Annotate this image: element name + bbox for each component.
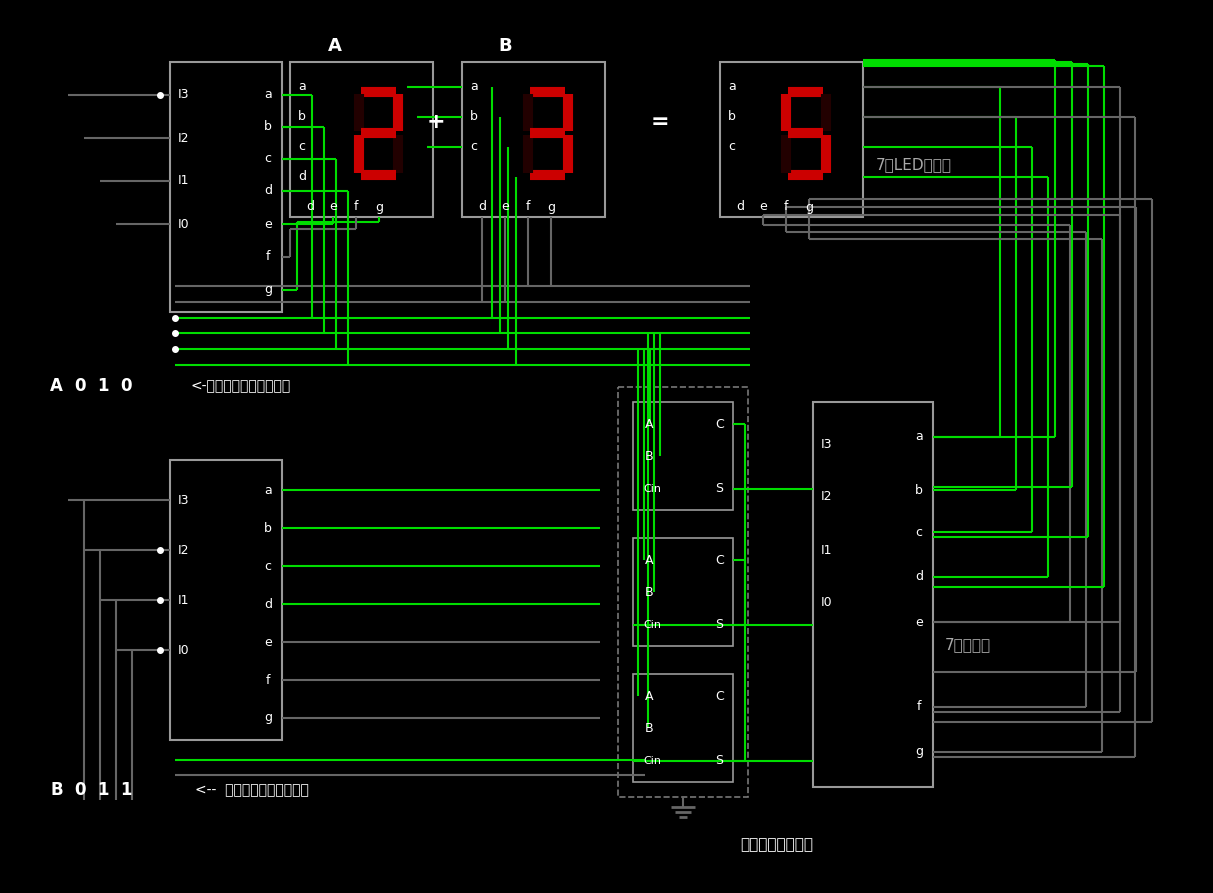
Text: e: e: [264, 636, 272, 648]
Text: I1: I1: [178, 174, 189, 188]
Text: S: S: [714, 482, 723, 496]
Text: 7段译码器: 7段译码器: [945, 638, 991, 653]
Text: Cin: Cin: [643, 484, 661, 494]
Text: d: d: [478, 201, 486, 213]
Text: g: g: [805, 201, 813, 213]
Text: g: g: [547, 201, 556, 213]
Text: C: C: [714, 689, 724, 703]
Text: 7段LED显示器: 7段LED显示器: [876, 157, 952, 172]
Text: b: b: [469, 111, 478, 123]
Text: a: a: [264, 88, 272, 102]
Text: Cin: Cin: [643, 756, 661, 766]
Bar: [633, 538, 733, 646]
Text: e: e: [329, 201, 337, 213]
Text: e: e: [501, 201, 509, 213]
Text: a: a: [915, 430, 923, 444]
Text: I3: I3: [178, 494, 189, 506]
Bar: [462, 62, 605, 217]
Text: B: B: [645, 722, 654, 735]
Text: b: b: [728, 111, 736, 123]
Text: I0: I0: [178, 644, 189, 656]
Bar: [170, 460, 281, 740]
Text: f: f: [525, 201, 530, 213]
Text: f: f: [354, 201, 358, 213]
Bar: [721, 62, 862, 217]
Text: S: S: [714, 755, 723, 767]
Text: g: g: [264, 712, 272, 724]
Text: d: d: [915, 571, 923, 583]
Text: 三位二进制加法器: 三位二进制加法器: [740, 838, 813, 853]
Text: <-单击数字改变开关状态: <-单击数字改变开关状态: [190, 379, 290, 393]
Text: I2: I2: [178, 544, 189, 556]
Text: c: c: [264, 560, 272, 572]
Text: I1: I1: [821, 544, 832, 556]
Text: d: d: [736, 201, 744, 213]
Text: A: A: [645, 689, 654, 703]
Text: g: g: [264, 283, 272, 296]
Text: d: d: [298, 171, 306, 183]
Text: Cin: Cin: [643, 620, 661, 630]
Text: c: c: [264, 153, 272, 165]
Text: a: a: [264, 483, 272, 497]
Text: c: c: [298, 140, 304, 154]
Text: f: f: [266, 251, 270, 263]
Text: +: +: [427, 112, 445, 132]
Text: I2: I2: [178, 131, 189, 145]
Text: b: b: [298, 111, 306, 123]
Text: C: C: [714, 418, 724, 430]
Text: C: C: [714, 554, 724, 566]
Text: A: A: [50, 377, 63, 395]
Text: f: f: [917, 700, 921, 714]
Text: 0  1  0: 0 1 0: [75, 377, 132, 395]
Text: g: g: [915, 746, 923, 758]
Bar: [290, 62, 433, 217]
Bar: [633, 402, 733, 510]
Text: f: f: [784, 201, 788, 213]
Bar: [813, 402, 933, 787]
Text: b: b: [915, 483, 923, 497]
Text: A: A: [328, 37, 342, 55]
Text: =: =: [650, 112, 670, 132]
Text: I1: I1: [178, 594, 189, 606]
Bar: [170, 62, 281, 312]
Text: b: b: [264, 522, 272, 535]
Text: B: B: [645, 449, 654, 463]
Text: f: f: [266, 673, 270, 687]
Text: 0  1  1: 0 1 1: [75, 781, 132, 799]
Text: B: B: [499, 37, 512, 55]
Text: d: d: [264, 185, 272, 197]
Text: b: b: [264, 121, 272, 133]
Text: I3: I3: [821, 438, 832, 450]
Text: a: a: [298, 80, 306, 94]
Text: c: c: [469, 140, 477, 154]
Text: I2: I2: [821, 490, 832, 504]
Bar: [633, 674, 733, 782]
Text: c: c: [728, 140, 735, 154]
Text: a: a: [728, 80, 736, 94]
Text: d: d: [264, 597, 272, 611]
Text: A: A: [645, 418, 654, 430]
Text: <--  单击数字改变开关状态: <-- 单击数字改变开关状态: [195, 783, 309, 797]
Text: I0: I0: [178, 218, 189, 230]
Text: e: e: [759, 201, 767, 213]
Text: S: S: [714, 619, 723, 631]
Bar: [617, 387, 748, 797]
Text: e: e: [264, 218, 272, 230]
Text: B: B: [645, 586, 654, 598]
Text: I0: I0: [821, 596, 832, 608]
Text: a: a: [469, 80, 478, 94]
Text: c: c: [916, 525, 923, 538]
Text: g: g: [375, 201, 383, 213]
Text: I3: I3: [178, 88, 189, 102]
Text: B: B: [50, 781, 63, 799]
Text: e: e: [915, 615, 923, 629]
Text: d: d: [306, 201, 314, 213]
Text: A: A: [645, 554, 654, 566]
